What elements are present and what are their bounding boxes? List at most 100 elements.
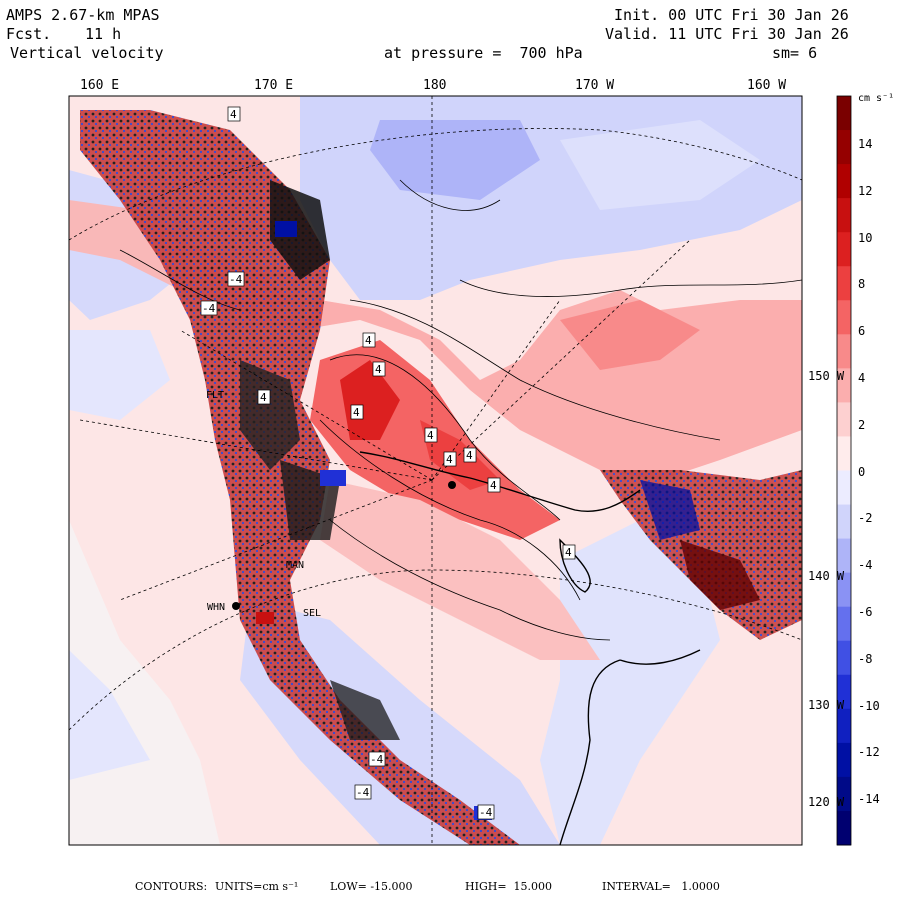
colorbar-swatch <box>837 606 851 642</box>
svg-text:-4: -4 <box>202 302 216 315</box>
svg-text:-4: -4 <box>370 753 384 766</box>
contour-labels: 4 4 4 4 4 4 4 4 4 4 -4 -4 -4 -4 -4 <box>200 106 576 820</box>
colorbar-tick-label: -14 <box>858 792 880 807</box>
contour-label-neg-2: -4 <box>200 300 218 316</box>
colorbar-swatch <box>837 334 851 369</box>
pressure-level: at pressure = 700 hPa <box>384 44 583 62</box>
colorbar-frame <box>836 95 852 846</box>
colorbar-swatch <box>837 130 851 165</box>
map-frame <box>68 95 803 846</box>
station-marker-pole <box>448 481 456 489</box>
smoothing: sm= 6 <box>772 44 818 62</box>
svg-text:-4: -4 <box>229 273 243 286</box>
marie-byrd-blue-core <box>640 480 700 540</box>
colorbar-tick-label: -2 <box>858 511 873 526</box>
colorbar-swatch <box>837 402 851 437</box>
descent-core-north <box>370 120 540 200</box>
svg-text:4: 4 <box>490 479 497 492</box>
station-label-whn: WHN <box>207 602 225 613</box>
lon-label-160w: 160 W <box>747 78 787 93</box>
lat-label-140w: 140 W <box>808 569 845 583</box>
footer-contours-label: CONTOURS: <box>135 880 208 893</box>
colorbar-tick-label: -6 <box>858 605 873 619</box>
station-label-sel: SEL <box>303 608 321 619</box>
footer-units: UNITS=cm s⁻¹ <box>215 880 299 893</box>
station-label-man: MAN <box>286 560 304 571</box>
ascent-region-south <box>320 480 600 660</box>
colorbar-tick-label: -8 <box>858 651 873 666</box>
forecast-label: Fcst. <box>6 25 52 43</box>
marie-byrd-red-core <box>680 540 760 610</box>
contour-label-neg-1: -4 <box>227 271 245 287</box>
colorbar-swatch <box>837 708 851 744</box>
lon-label-160e: 160 E <box>80 78 120 93</box>
cell-blue-north <box>275 221 297 237</box>
svg-text:4: 4 <box>353 406 360 419</box>
colorbar-tick-label: 10 <box>858 230 873 245</box>
colorbar-tick-label: 6 <box>858 324 866 339</box>
colorbar-swatch <box>837 742 851 778</box>
contour-label-pos-10: 4 <box>562 544 576 560</box>
colorbar-swatch <box>837 572 851 608</box>
contour-lines <box>119 179 802 641</box>
colorbar-swatch <box>837 164 851 199</box>
ascent-max-edge <box>420 420 500 490</box>
cell-red-whn <box>256 612 274 624</box>
footer-high: HIGH= 15.000 <box>465 880 553 893</box>
svg-text:4: 4 <box>365 334 372 347</box>
mountain-dark-4 <box>330 680 400 740</box>
colorbar-tick-label: 14 <box>858 137 873 151</box>
contour-label-pos-1: 4 <box>227 106 241 122</box>
colorbar-swatch <box>837 198 851 233</box>
colorbar-tick-label: 2 <box>858 417 866 432</box>
colorbar <box>837 96 851 846</box>
svg-text:4: 4 <box>230 108 237 121</box>
ascent-patch-ne <box>560 300 700 370</box>
colorbar-swatch <box>837 504 851 540</box>
station-label-flt: FLT <box>206 390 224 401</box>
colorbar-swatch <box>837 674 851 710</box>
svg-text:4: 4 <box>446 453 453 466</box>
contour-label-pos-4: 4 <box>350 404 364 420</box>
lat-label-130w: 130 W <box>808 698 845 712</box>
colorbar-swatch <box>837 436 851 471</box>
colorbar-swatch <box>837 776 851 812</box>
forecast-hours: 11 h <box>85 25 122 43</box>
colorbar-tick-label: -4 <box>858 558 873 573</box>
ascent-max-shelf <box>340 360 400 440</box>
colorbar-tick-label: 0 <box>858 464 866 479</box>
contour-label-pos-5: 4 <box>424 427 438 443</box>
station-marker-whn <box>232 602 240 610</box>
svg-text:-4: -4 <box>356 786 370 799</box>
colorbar-swatch <box>837 266 851 301</box>
graticule <box>69 96 802 845</box>
lat-label-150w: 150 W <box>808 369 845 383</box>
colorbar-swatch <box>837 470 851 506</box>
field-name: Vertical velocity <box>10 44 164 62</box>
colorbar-unit: cm s⁻¹ <box>858 93 895 104</box>
colorbar-swatch <box>837 232 851 267</box>
colorbar-swatch <box>837 538 851 574</box>
descent-patch-west <box>69 330 170 420</box>
coastline <box>359 451 701 845</box>
colorbar-tick-label: -10 <box>858 698 880 713</box>
lon-label-180: 180 <box>423 78 447 93</box>
lon-label-170e: 170 E <box>254 78 294 93</box>
contour-label-pos-3: 4 <box>372 361 386 377</box>
colorbar-swatch <box>837 368 851 403</box>
svg-text:4: 4 <box>260 391 267 404</box>
contour-label-pos-2: 4 <box>362 332 376 348</box>
descent-region-south <box>240 600 560 845</box>
valid-time: Valid. 11 UTC Fri 30 Jan 26 <box>605 25 849 43</box>
svg-text:4: 4 <box>466 449 473 462</box>
contour-label-neg-3: -4 <box>368 751 386 767</box>
contour-label-pos-7: 4 <box>463 447 477 463</box>
svg-text:4: 4 <box>375 363 382 376</box>
contour-label-neg-5: -4 <box>477 804 495 820</box>
colorbar-swatch <box>837 300 851 335</box>
svg-text:4: 4 <box>427 429 434 442</box>
contour-label-pos-9: 4 <box>257 389 271 405</box>
descent-patch-ne <box>560 120 760 210</box>
